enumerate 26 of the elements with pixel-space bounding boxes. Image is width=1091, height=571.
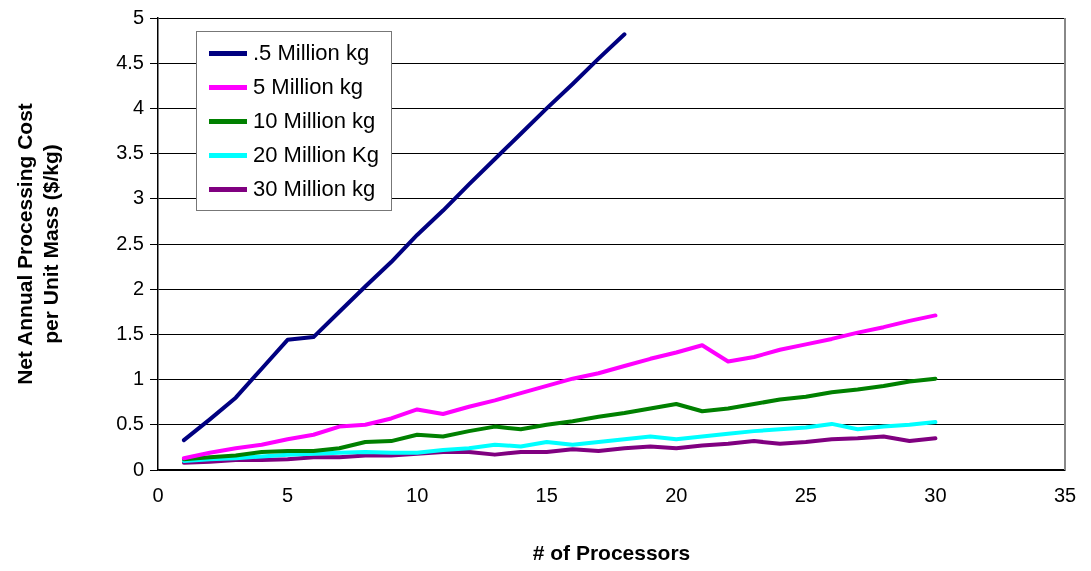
y-tick-label: 1.5 — [116, 321, 144, 344]
y-tick-label: 3 — [132, 186, 144, 209]
legend-label: 5 Million kg — [253, 74, 364, 100]
y-tick-label: 1 — [132, 367, 144, 390]
x-tick-label: 35 — [1053, 483, 1077, 506]
y-axis-title: Net Annual Processing Cost per Unit Mass ($/kg) — [13, 103, 62, 385]
y-tick-label: 4.5 — [116, 50, 144, 73]
x-tick-label: 20 — [665, 483, 688, 506]
y-tick-label: 2.5 — [116, 231, 144, 254]
x-tick-label: 15 — [535, 483, 558, 506]
legend-label: .5 Million kg — [253, 40, 370, 66]
y-tick-label: 5 — [132, 5, 144, 28]
legend-label: 30 Million kg — [253, 176, 376, 202]
x-tick-label: 5 — [282, 483, 294, 506]
x-axis-title: # of Processors — [532, 541, 691, 565]
y-tick-label: 0.5 — [116, 412, 144, 435]
y-tick-label: 0 — [132, 457, 144, 480]
y-tick-label: 4 — [132, 95, 144, 118]
x-tick-label: 25 — [794, 483, 817, 506]
x-tick-label: 10 — [406, 483, 429, 506]
legend-label: 20 Million Kg — [253, 142, 379, 168]
x-tick-label: 30 — [924, 483, 947, 506]
x-tick-label: 0 — [152, 483, 164, 506]
y-tick-label: 3.5 — [116, 141, 144, 164]
y-tick-label: 2 — [132, 276, 144, 299]
legend-label: 10 Million kg — [253, 108, 376, 134]
